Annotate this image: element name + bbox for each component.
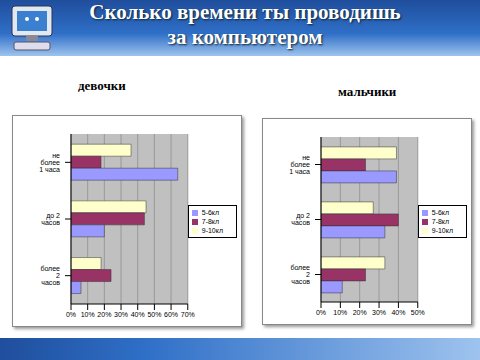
svg-text:до 2часов: до 2часов: [41, 212, 60, 226]
svg-text:до 2часов: до 2часов: [291, 212, 310, 226]
html-text:Сколько времени ты проводишь з: Сколько времени ты проводишь за компьюте…: [89, 0, 401, 49]
svg-text:10%: 10%: [81, 311, 95, 318]
svg-text:70%: 70%: [181, 311, 195, 318]
svg-text:50%: 50%: [147, 311, 161, 318]
html-text:7-8кл: 7-8кл: [201, 217, 220, 225]
html-text:девочки: девочки: [78, 78, 126, 93]
html-text:9-10кл: 9-10кл: [201, 226, 223, 234]
html-text:мальчики: мальчики: [338, 84, 397, 99]
html-text:7-8кл: 7-8кл: [431, 218, 450, 225]
html-text:9-10кл: 9-10кл: [431, 227, 453, 234]
svg-text:50%: 50%: [411, 309, 425, 316]
svg-text:более2часов: более2часов: [290, 264, 310, 285]
svg-text:0%: 0%: [316, 309, 326, 316]
html-text:5-6кл: 5-6кл: [201, 208, 220, 216]
svg-text:неболее1 часа: неболее1 часа: [39, 152, 60, 173]
svg-text:более2часов: более2часов: [40, 265, 60, 286]
svg-text:30%: 30%: [114, 311, 128, 318]
svg-text:30%: 30%: [372, 309, 386, 316]
html-text:5-6кл: 5-6кл: [431, 209, 450, 216]
svg-text:20%: 20%: [353, 309, 367, 316]
svg-text:60%: 60%: [164, 311, 178, 318]
svg-text:0%: 0%: [66, 311, 76, 318]
svg-text:10%: 10%: [333, 309, 347, 316]
svg-text:20%: 20%: [97, 311, 111, 318]
svg-text:неболее1 часа: неболее1 часа: [289, 154, 310, 175]
svg-text:40%: 40%: [131, 311, 145, 318]
svg-text:40%: 40%: [391, 309, 405, 316]
